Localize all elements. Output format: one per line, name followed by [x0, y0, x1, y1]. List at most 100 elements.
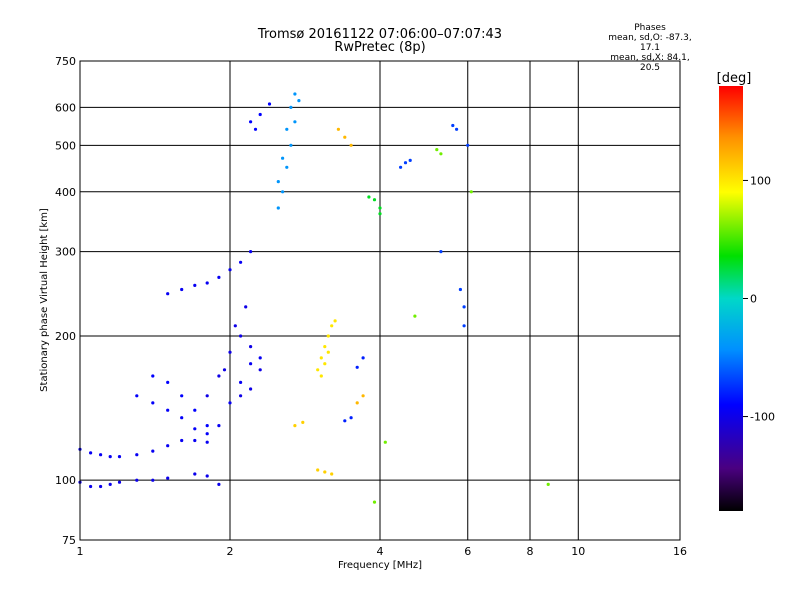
y-tick-label: 500 [55, 139, 76, 152]
chart-title: Tromsø 20161122 07:06:00–07:07:43 [257, 27, 503, 42]
data-point [319, 356, 323, 360]
data-points [78, 92, 550, 504]
data-point [135, 394, 139, 398]
x-tick-label: 2 [227, 545, 234, 558]
data-point [205, 474, 209, 478]
data-point [166, 380, 170, 384]
data-point [301, 420, 305, 424]
x-tick-label: 10 [571, 545, 585, 558]
data-point [166, 408, 170, 412]
data-point [228, 401, 232, 405]
x-tick-label: 1 [77, 545, 84, 558]
data-point [330, 324, 334, 328]
data-point [249, 387, 253, 391]
data-point [89, 451, 93, 455]
data-point [435, 148, 439, 152]
data-point [413, 314, 417, 318]
data-point [316, 468, 320, 472]
y-tick-label: 100 [55, 474, 76, 487]
x-axis-label: Frequency [MHz] [338, 560, 422, 571]
data-point [258, 368, 262, 372]
data-point [378, 206, 382, 210]
data-point [336, 127, 340, 131]
colorbar [719, 86, 743, 511]
data-point [403, 161, 408, 165]
data-point [180, 438, 184, 443]
data-point [267, 102, 272, 106]
data-point [239, 334, 243, 338]
data-point [135, 478, 139, 482]
data-point [228, 268, 232, 272]
data-point [451, 123, 455, 128]
data-point [166, 444, 170, 448]
data-point [458, 287, 462, 292]
data-point [193, 408, 197, 412]
data-point [323, 345, 327, 349]
data-point [349, 143, 353, 147]
data-point [326, 334, 330, 338]
data-point [343, 135, 347, 139]
data-point [205, 424, 209, 428]
data-point [166, 292, 170, 296]
data-point [205, 440, 209, 444]
data-point [276, 206, 280, 210]
data-point [99, 453, 103, 457]
x-tick-label: 6 [464, 545, 471, 558]
data-point [151, 478, 155, 482]
data-point [151, 449, 155, 453]
data-point [439, 250, 443, 254]
data-point [217, 374, 221, 378]
y-tick-label: 75 [62, 534, 76, 547]
data-point [108, 482, 112, 486]
data-point [180, 287, 184, 292]
phase-stats-o: mean, sd,O: -87.3, 17.1 [608, 33, 692, 53]
data-point [239, 380, 243, 384]
data-point [372, 198, 377, 202]
data-point [319, 374, 323, 378]
grid [80, 61, 680, 540]
data-point [239, 260, 243, 264]
data-point [323, 362, 327, 366]
y-axis-label: Stationary phase Virtual Height [km] [39, 208, 50, 392]
data-point [276, 180, 280, 184]
x-tick-label: 4 [377, 545, 384, 558]
data-point [546, 482, 550, 486]
data-point [253, 127, 258, 131]
data-point [180, 416, 184, 420]
chart-subtitle: RwPretec (8p) [334, 40, 426, 55]
data-point [361, 394, 365, 398]
data-point [462, 305, 466, 309]
y-axis-ticks: 75 100 200 300 400 500 600 750 [55, 55, 76, 547]
data-point [408, 158, 412, 162]
data-point [289, 105, 293, 109]
data-point [249, 120, 253, 124]
phase-stats: Phases mean, sd,O: -87.3, 17.1 mean, sd,… [600, 23, 700, 73]
y-tick-label: 600 [55, 101, 76, 114]
data-point [439, 152, 443, 156]
data-point [285, 127, 289, 131]
data-point [249, 345, 253, 349]
colorbar-label: [deg] [717, 71, 752, 86]
data-point [378, 212, 382, 216]
data-point [217, 482, 221, 486]
data-point [281, 156, 285, 160]
data-point [233, 324, 237, 328]
data-point [258, 356, 262, 360]
data-point [361, 356, 365, 360]
data-point [135, 453, 139, 457]
data-point [249, 362, 253, 366]
y-tick-label: 300 [55, 246, 76, 259]
data-point [193, 472, 197, 476]
data-point [383, 440, 387, 444]
data-point [355, 365, 359, 369]
y-tick-label: 200 [55, 330, 76, 343]
data-point [316, 368, 320, 372]
data-point [355, 401, 359, 405]
data-point [217, 275, 221, 279]
x-tick-label: 16 [673, 545, 687, 558]
data-point [293, 92, 297, 96]
data-point [466, 143, 470, 147]
data-point [99, 484, 103, 489]
colorbar-ticks: 100 0 -100 [743, 174, 775, 424]
